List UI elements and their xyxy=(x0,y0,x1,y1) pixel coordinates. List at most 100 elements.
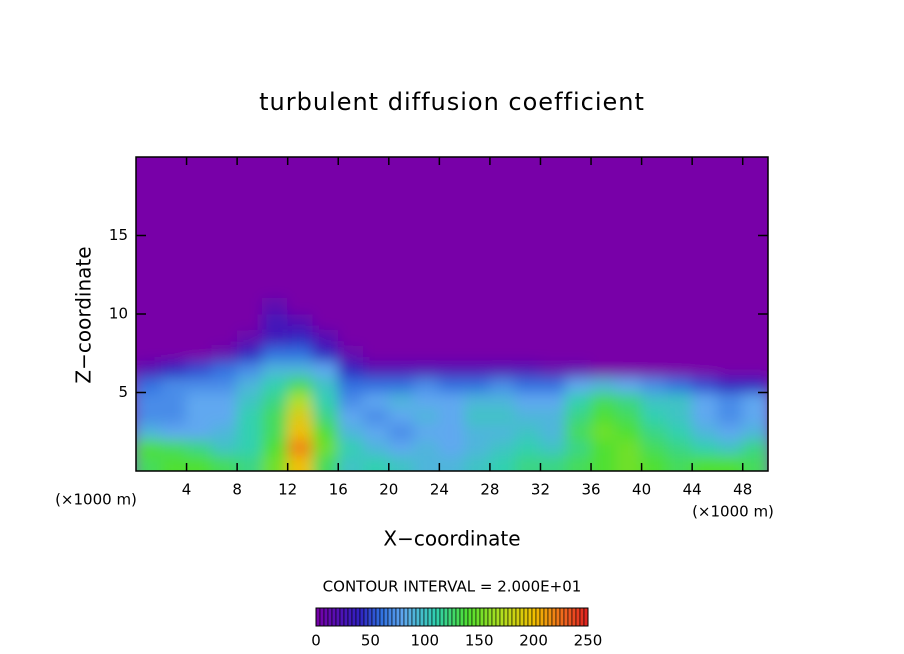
x-tick-label: 16 xyxy=(329,481,348,499)
field-cell xyxy=(691,344,718,362)
colorbar-swatch xyxy=(459,607,465,627)
colorbar-swatch xyxy=(579,607,585,627)
field-cell xyxy=(590,439,617,456)
field-cell xyxy=(615,439,643,456)
field-cell xyxy=(565,407,592,425)
field-cell xyxy=(160,423,188,441)
x-tick-label: 36 xyxy=(581,481,600,499)
field-cell xyxy=(716,297,744,315)
x-tick-label: 48 xyxy=(733,481,752,499)
colorbar-swatch xyxy=(395,607,401,627)
colorbar-swatch xyxy=(447,607,453,627)
x-unit-right: (×1000 m) xyxy=(692,503,774,521)
field-cell xyxy=(337,407,365,425)
field-cell xyxy=(464,329,491,346)
field-cell xyxy=(489,439,516,456)
field-cell xyxy=(438,439,466,456)
field-cell xyxy=(464,423,491,441)
field-cell xyxy=(413,376,440,393)
field-cell xyxy=(464,392,491,409)
field-cell xyxy=(742,439,768,456)
field-cell xyxy=(539,407,567,425)
colorbar-swatch xyxy=(383,607,389,627)
colorbar-tick-label: 200 xyxy=(519,632,548,650)
field-cell xyxy=(136,344,162,362)
field-cell xyxy=(565,360,592,378)
field-cell xyxy=(388,297,415,315)
colorbar-swatch xyxy=(327,607,333,627)
field-cell xyxy=(136,423,162,441)
field-cell xyxy=(489,297,516,315)
field-cell xyxy=(363,376,390,393)
field-cell xyxy=(438,423,466,441)
field-cell xyxy=(287,376,314,393)
field-cell xyxy=(742,376,768,393)
field-cell xyxy=(211,344,238,362)
field-cell xyxy=(211,360,238,378)
field-cell xyxy=(413,423,440,441)
field-cell xyxy=(312,297,339,315)
field-cell xyxy=(514,313,541,331)
field-cell xyxy=(489,360,516,378)
field-cell xyxy=(160,407,188,425)
field-cell xyxy=(615,407,643,425)
colorbar-swatch xyxy=(443,607,449,627)
field-cell xyxy=(641,454,668,471)
y-tick-label: 10 xyxy=(109,305,128,323)
field-cell xyxy=(160,376,188,393)
field-cell xyxy=(489,329,516,346)
field-cell xyxy=(615,392,643,409)
field-cell xyxy=(615,376,643,393)
field-cell xyxy=(691,360,718,378)
field-cell xyxy=(742,360,768,378)
field-cell xyxy=(312,313,339,331)
field-cell xyxy=(565,329,592,346)
field-cell xyxy=(615,423,643,441)
field-cell xyxy=(312,423,339,441)
field-cell xyxy=(413,360,440,378)
field-cell xyxy=(691,329,718,346)
field-cell xyxy=(236,376,263,393)
plot-area xyxy=(136,157,768,471)
field-cell xyxy=(539,344,567,362)
field-cell xyxy=(363,454,390,471)
colorbar-swatch xyxy=(531,607,537,627)
field-cell xyxy=(539,329,567,346)
field-cell xyxy=(388,454,415,471)
colorbar-tick-label: 150 xyxy=(465,632,494,650)
colorbar-swatch xyxy=(315,607,321,627)
colorbar-swatch xyxy=(563,607,569,627)
field-cell xyxy=(211,407,238,425)
field-cell xyxy=(287,439,314,456)
field-cell xyxy=(716,344,744,362)
field-cell xyxy=(261,407,289,425)
field-cell xyxy=(186,297,213,315)
field xyxy=(136,157,768,471)
field-cell xyxy=(160,329,188,346)
field-cell xyxy=(160,297,188,315)
field-cell xyxy=(641,392,668,409)
field-cell xyxy=(186,454,213,471)
colorbar-swatch xyxy=(339,607,345,627)
field-cell xyxy=(287,360,314,378)
field-cell xyxy=(136,439,162,456)
field-cell xyxy=(236,407,263,425)
field-cell xyxy=(261,392,289,409)
field-cell xyxy=(186,344,213,362)
field-cell xyxy=(388,392,415,409)
x-tick-label: 8 xyxy=(232,481,242,499)
field-cell xyxy=(236,360,263,378)
field-cell xyxy=(716,454,744,471)
colorbar-swatch xyxy=(411,607,417,627)
field-cell xyxy=(539,392,567,409)
field-cell xyxy=(742,297,768,315)
field-cell xyxy=(514,297,541,315)
x-tick-label: 12 xyxy=(278,481,297,499)
field-cell xyxy=(363,313,390,331)
field-cell xyxy=(236,392,263,409)
field-cell xyxy=(261,439,289,456)
field-cell xyxy=(716,329,744,346)
colorbar-swatch xyxy=(319,607,325,627)
field-cell xyxy=(337,297,365,315)
